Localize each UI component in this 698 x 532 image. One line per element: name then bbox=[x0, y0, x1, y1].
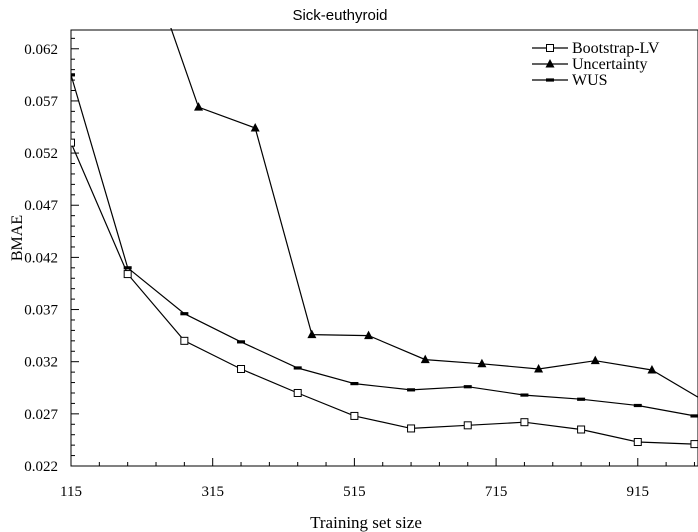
legend-label: WUS bbox=[572, 72, 608, 89]
data-point bbox=[577, 397, 586, 401]
data-point bbox=[407, 388, 416, 392]
data-point bbox=[520, 393, 529, 397]
data-point bbox=[690, 440, 698, 449]
x-tick-label: 915 bbox=[627, 484, 650, 500]
legend-label: Uncertainty bbox=[572, 56, 648, 73]
data-point bbox=[477, 358, 487, 368]
data-point bbox=[180, 312, 189, 316]
series-layer bbox=[71, 28, 698, 449]
axis-ticks: 115 315 515 715 915 0.022 0.027 0.032 0.037 0.042… bbox=[24, 37, 695, 500]
y-tick-label: 0.052 bbox=[24, 146, 58, 162]
chart-title: Sick-euthyroid bbox=[292, 7, 387, 24]
series-wus bbox=[71, 73, 698, 418]
data-point bbox=[590, 355, 600, 365]
legend-item: Bootstrap-LV bbox=[532, 40, 660, 57]
series-bootstrap-lv bbox=[71, 138, 698, 449]
legend-marker bbox=[546, 78, 554, 82]
data-point bbox=[407, 424, 416, 433]
data-point bbox=[71, 73, 75, 77]
data-point bbox=[293, 388, 302, 397]
data-point bbox=[180, 336, 189, 345]
x-tick-label: 515 bbox=[343, 484, 366, 500]
legend-item: Uncertainty bbox=[532, 56, 648, 73]
legend-marker bbox=[546, 44, 554, 52]
y-tick-label: 0.032 bbox=[24, 355, 58, 371]
data-point bbox=[350, 411, 359, 420]
data-point bbox=[520, 418, 529, 427]
y-axis-label: BMAE bbox=[9, 215, 26, 261]
data-point bbox=[71, 138, 75, 147]
data-point bbox=[307, 329, 317, 339]
y-tick-label: 0.037 bbox=[24, 303, 58, 319]
x-tick-label: 715 bbox=[485, 484, 508, 500]
data-point bbox=[463, 385, 472, 389]
y-tick-label: 0.042 bbox=[24, 250, 58, 266]
x-tick-label: 315 bbox=[201, 484, 224, 500]
series-line bbox=[71, 74, 698, 417]
series-uncertainty bbox=[170, 28, 698, 398]
x-tick-label: 115 bbox=[60, 484, 82, 500]
data-point bbox=[123, 266, 132, 270]
data-point bbox=[237, 364, 246, 373]
y-tick-label: 0.062 bbox=[24, 42, 58, 58]
legend-label: Bootstrap-LV bbox=[572, 40, 660, 57]
data-point bbox=[194, 102, 204, 111]
y-tick-label: 0.057 bbox=[24, 94, 58, 110]
legend-item: WUS bbox=[532, 72, 608, 89]
data-point bbox=[350, 381, 359, 386]
data-point bbox=[420, 354, 430, 364]
data-point bbox=[293, 366, 302, 370]
data-point bbox=[463, 421, 472, 430]
y-tick-label: 0.022 bbox=[24, 459, 58, 475]
data-point bbox=[577, 425, 586, 434]
data-point bbox=[633, 403, 642, 408]
plot-area bbox=[70, 29, 698, 467]
data-point bbox=[690, 414, 698, 418]
y-tick-label: 0.027 bbox=[24, 407, 58, 423]
series-line bbox=[71, 142, 698, 446]
legend-marker bbox=[545, 59, 555, 68]
data-point bbox=[237, 340, 246, 344]
data-point bbox=[534, 363, 544, 373]
x-axis-label: Training set size bbox=[310, 513, 422, 532]
data-point bbox=[123, 270, 132, 279]
y-tick-label: 0.047 bbox=[24, 198, 58, 214]
data-point bbox=[364, 330, 374, 340]
data-point bbox=[250, 123, 260, 132]
data-point bbox=[647, 365, 657, 374]
data-point bbox=[633, 438, 642, 447]
